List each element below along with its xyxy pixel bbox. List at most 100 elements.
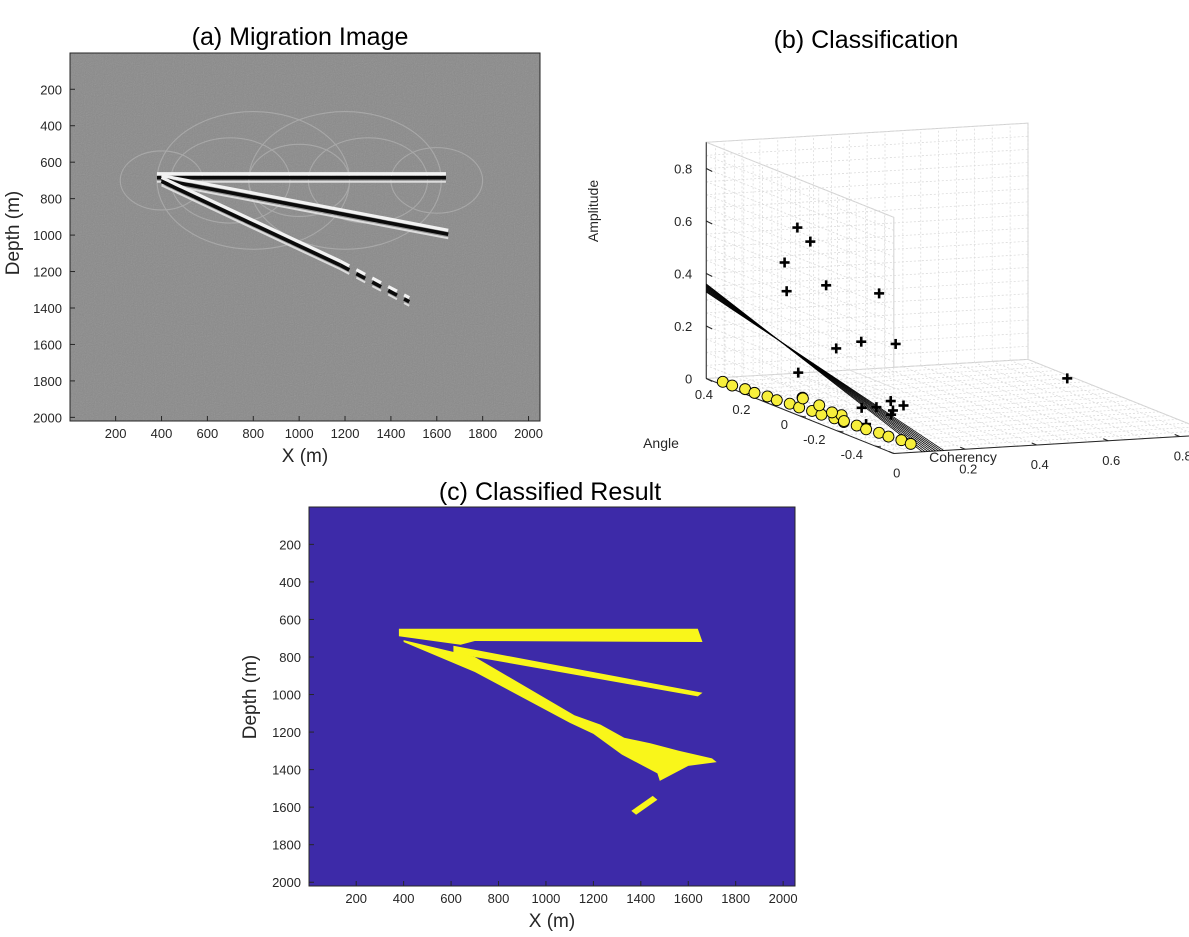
- x-tick-label: 400: [393, 891, 415, 906]
- y-tick-label: 800: [279, 650, 301, 665]
- x-tick-label: 2000: [514, 426, 543, 441]
- circle-marker: [882, 430, 895, 443]
- axes-box: [69, 52, 541, 422]
- y-tick-label: 1600: [272, 800, 301, 815]
- x-tick-label: 1600: [674, 891, 703, 906]
- image-noise: [70, 53, 540, 421]
- coherency-tick-mark: [960, 446, 966, 450]
- y-tick-label: 800: [40, 192, 62, 207]
- circle-marker: [826, 406, 838, 419]
- circle-marker: [726, 379, 739, 392]
- x-tick-label: 1000: [531, 891, 560, 906]
- grid-line: [799, 396, 1122, 417]
- panel-b-zlabel: Amplitude: [585, 180, 601, 242]
- image-background: [309, 507, 795, 886]
- x-tick-label: 1400: [626, 891, 655, 906]
- x-tick-label: 1800: [468, 426, 497, 441]
- plus-marker: [856, 336, 867, 347]
- plus-marker: [856, 402, 867, 413]
- migration-arc: [248, 110, 442, 250]
- plus-marker: [871, 402, 882, 413]
- plus-marker: [781, 286, 792, 297]
- x-tick-label: 800: [242, 426, 264, 441]
- classification-3d-plot: 0 0.2 0.4 0.6 0.8-0.4-0.200.20.400.20.40.60.…: [674, 122, 1189, 481]
- plus-marker: [898, 400, 909, 411]
- plus-marker: [885, 396, 896, 407]
- coherency-tick-mark: [1174, 434, 1180, 437]
- amplitude-tick-mark: [706, 168, 713, 172]
- circle-marker: [770, 394, 783, 407]
- amplitude-tick-mark: [706, 273, 713, 277]
- axes-3d: [705, 142, 1189, 454]
- grid-line: [706, 358, 1029, 379]
- decision-surface: [706, 283, 945, 453]
- grid-line: [706, 260, 894, 336]
- y-tick-label: 2000: [33, 410, 62, 425]
- plus-marker: [874, 288, 885, 299]
- y-tick-label: 1600: [33, 337, 62, 352]
- grid-line: [706, 280, 1029, 301]
- y-tick-label: 1000: [33, 228, 62, 243]
- reflector-dark: [160, 179, 342, 267]
- circle-marker: [904, 437, 917, 450]
- plus-marker: [1062, 373, 1073, 384]
- migration-arc: [390, 147, 484, 214]
- angle-tick-label: 0: [781, 417, 788, 432]
- grid-line: [828, 407, 1150, 428]
- circle-marker: [860, 423, 873, 436]
- reflector-bright: [339, 259, 411, 300]
- panel-a-ylabel: Depth (m): [3, 191, 24, 275]
- grid-line: [706, 148, 1029, 169]
- grid-line: [706, 175, 1029, 196]
- circle-marker: [796, 392, 809, 405]
- angle-tick-mark: [799, 415, 807, 418]
- coherency-tick-label: 0.6: [1102, 453, 1120, 468]
- migration-arc: [156, 110, 351, 250]
- grid-line: [1027, 359, 1189, 425]
- y-tick-label: 1800: [272, 838, 301, 853]
- classified-region: [398, 628, 703, 645]
- grid-line: [849, 369, 1037, 446]
- y-tick-label: 1200: [272, 725, 301, 740]
- amplitude-tick-label: 0.6: [674, 214, 692, 229]
- amplitude-tick-label: 0.2: [674, 319, 692, 334]
- grid-line: [706, 351, 894, 428]
- reflector-sidelobe: [161, 184, 341, 271]
- grid-line: [856, 418, 1179, 439]
- y-tick-label: 200: [40, 82, 62, 97]
- y-tick-label: 1000: [272, 688, 301, 703]
- grid-line: [743, 373, 1066, 394]
- y-tick-label: 400: [279, 575, 301, 590]
- coherency-tick-label: 0.2: [959, 461, 977, 476]
- angle-tick-label: -0.4: [841, 447, 863, 462]
- x-tick-label: 600: [197, 426, 219, 441]
- coherency-axis: [893, 435, 1189, 454]
- grid-line: [771, 385, 1094, 406]
- grid-line: [809, 400, 1132, 421]
- grid-line: [920, 365, 1109, 442]
- amplitude-tick-label: 0.4: [674, 267, 692, 282]
- grid-line: [818, 403, 1141, 424]
- coherency-tick-label: 0.8: [1174, 449, 1189, 464]
- circle-marker: [813, 399, 826, 412]
- amplitude-tick-mark: [706, 378, 713, 382]
- plus-marker: [890, 338, 901, 349]
- coherency-tick-mark: [1103, 438, 1109, 442]
- angle-tick-label: 0.2: [732, 402, 750, 417]
- grid-line: [706, 240, 1029, 261]
- angle-tick-label: 0.4: [695, 387, 713, 402]
- grid-line: [781, 388, 1104, 409]
- panel-c-ylabel: Depth (m): [240, 655, 261, 739]
- angle-tick-label: -0.2: [803, 432, 825, 447]
- grid-line: [715, 362, 1038, 383]
- x-tick-label: 1600: [422, 426, 451, 441]
- coherency-tick-mark: [1031, 442, 1037, 446]
- surface-line: [706, 291, 945, 451]
- panel-classification: (b) Classification 0 0.2 0.4 0.6 0.8 -0.4 -0.2…: [585, 26, 1189, 481]
- classified-region: [403, 640, 717, 781]
- y-tick-label: 1200: [33, 265, 62, 280]
- reflector-sidelobe: [161, 182, 449, 240]
- x-tick-label: 400: [151, 426, 173, 441]
- grid-line: [874, 426, 1189, 447]
